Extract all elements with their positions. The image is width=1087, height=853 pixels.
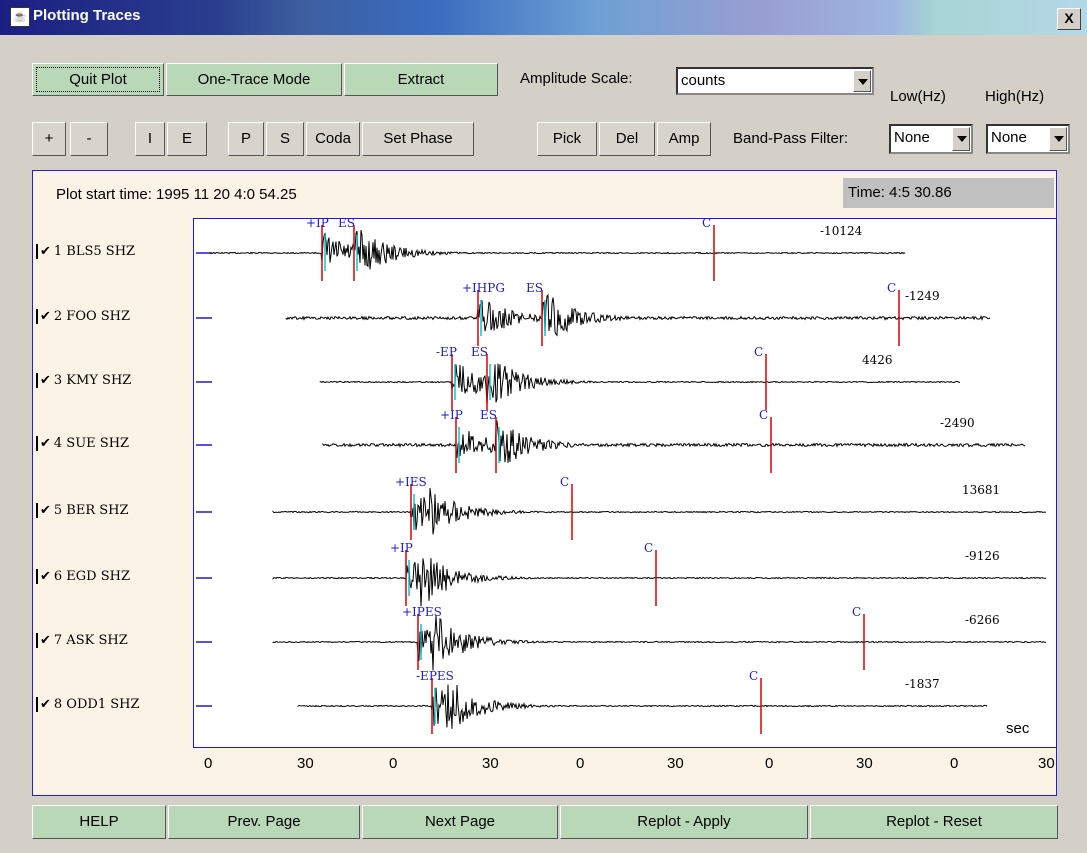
high-hz-label: High(Hz) bbox=[985, 88, 1045, 105]
trace-name: 3 KMY SHZ bbox=[53, 373, 132, 388]
trace-label[interactable]: ✔ 4 SUE SHZ bbox=[36, 436, 129, 451]
coda-button[interactable]: Coda bbox=[306, 122, 360, 156]
help-button[interactable]: HELP bbox=[32, 805, 166, 839]
s-phase-button[interactable]: S bbox=[266, 122, 304, 156]
set-phase-button[interactable]: Set Phase bbox=[362, 122, 474, 156]
time-tick-label: 0 bbox=[576, 755, 585, 772]
pick-button[interactable]: Pick bbox=[537, 122, 597, 156]
close-button[interactable]: X bbox=[1057, 8, 1081, 30]
low-hz-select[interactable]: None bbox=[889, 124, 973, 154]
delete-button[interactable]: Del bbox=[599, 122, 655, 156]
trace-label[interactable]: ✔ 2 FOO SHZ bbox=[36, 309, 130, 324]
emergent-button[interactable]: E bbox=[167, 122, 207, 156]
trace-label[interactable]: ✔ 7 ASK SHZ bbox=[36, 633, 128, 648]
replot-apply-button[interactable]: Replot - Apply bbox=[560, 805, 808, 839]
trace-name: 7 ASK SHZ bbox=[53, 633, 128, 648]
checkmark-icon[interactable]: ✔ bbox=[36, 309, 51, 324]
trace-name: 5 BER SHZ bbox=[53, 503, 129, 518]
high-hz-select[interactable]: None bbox=[986, 124, 1070, 154]
time-tick-label: 0 bbox=[204, 755, 213, 772]
trace-label[interactable]: ✔ 5 BER SHZ bbox=[36, 503, 129, 518]
prev-page-button[interactable]: Prev. Page bbox=[168, 805, 360, 839]
trace-name: 1 BLS5 SHZ bbox=[53, 244, 136, 259]
time-tick-label: 30 bbox=[667, 755, 684, 772]
time-tick-label: 0 bbox=[765, 755, 774, 772]
trace-name: 6 EGD SHZ bbox=[53, 569, 131, 584]
time-tick-label: 30 bbox=[297, 755, 314, 772]
quit-plot-button[interactable]: Quit Plot bbox=[32, 63, 164, 96]
extract-button[interactable]: Extract bbox=[344, 63, 498, 96]
checkmark-icon[interactable]: ✔ bbox=[36, 373, 51, 388]
amplitude-scale-label: Amplitude Scale: bbox=[520, 70, 633, 87]
time-unit-label: sec bbox=[1006, 720, 1030, 737]
chevron-down-icon[interactable] bbox=[1049, 127, 1067, 151]
amplitude-scale-select[interactable]: counts bbox=[676, 67, 874, 95]
seismogram-plot-area[interactable] bbox=[193, 218, 1057, 748]
time-tick-label: 30 bbox=[1038, 755, 1055, 772]
low-hz-value: None bbox=[894, 129, 930, 146]
checkmark-icon[interactable]: ✔ bbox=[36, 503, 51, 518]
trace-label[interactable]: ✔ 8 ODD1 SHZ bbox=[36, 697, 140, 712]
checkmark-icon[interactable]: ✔ bbox=[36, 244, 51, 259]
low-hz-label: Low(Hz) bbox=[890, 88, 946, 105]
checkmark-icon[interactable]: ✔ bbox=[36, 436, 51, 451]
checkmark-icon[interactable]: ✔ bbox=[36, 697, 51, 712]
next-page-button[interactable]: Next Page bbox=[362, 805, 558, 839]
zoom-out-button[interactable]: - bbox=[70, 122, 108, 156]
high-hz-value: None bbox=[991, 129, 1027, 146]
trace-label[interactable]: ✔ 1 BLS5 SHZ bbox=[36, 244, 135, 259]
p-phase-button[interactable]: P bbox=[228, 122, 264, 156]
time-tick-label: 0 bbox=[950, 755, 959, 772]
trace-name: 8 ODD1 SHZ bbox=[53, 697, 140, 712]
java-cup-icon: ☕ bbox=[10, 7, 30, 27]
time-tick-label: 30 bbox=[482, 755, 499, 772]
trace-label[interactable]: ✔ 3 KMY SHZ bbox=[36, 373, 131, 388]
one-trace-mode-button[interactable]: One-Trace Mode bbox=[166, 63, 342, 96]
chevron-down-icon[interactable] bbox=[853, 70, 871, 92]
time-tick-label: 30 bbox=[856, 755, 873, 772]
amplitude-scale-value: counts bbox=[681, 72, 726, 89]
trace-label[interactable]: ✔ 6 EGD SHZ bbox=[36, 569, 130, 584]
checkmark-icon[interactable]: ✔ bbox=[36, 633, 51, 648]
impulsive-button[interactable]: I bbox=[135, 122, 165, 156]
cursor-time-readout: Time: 4:5 30.86 bbox=[843, 178, 1054, 208]
time-tick-label: 0 bbox=[389, 755, 398, 772]
title-bar: ☕ Plotting Traces X bbox=[0, 0, 1087, 35]
checkmark-icon[interactable]: ✔ bbox=[36, 569, 51, 584]
trace-name: 4 SUE SHZ bbox=[53, 436, 130, 451]
chevron-down-icon[interactable] bbox=[952, 127, 970, 151]
trace-name: 2 FOO SHZ bbox=[53, 309, 131, 324]
band-pass-filter-label: Band-Pass Filter: bbox=[733, 130, 849, 147]
amplitude-button[interactable]: Amp bbox=[657, 122, 711, 156]
replot-reset-button[interactable]: Replot - Reset bbox=[810, 805, 1058, 839]
plot-start-time: Plot start time: 1995 11 20 4:0 54.25 bbox=[56, 186, 297, 203]
zoom-in-button[interactable]: + bbox=[32, 122, 66, 156]
window-title: Plotting Traces bbox=[33, 7, 141, 24]
